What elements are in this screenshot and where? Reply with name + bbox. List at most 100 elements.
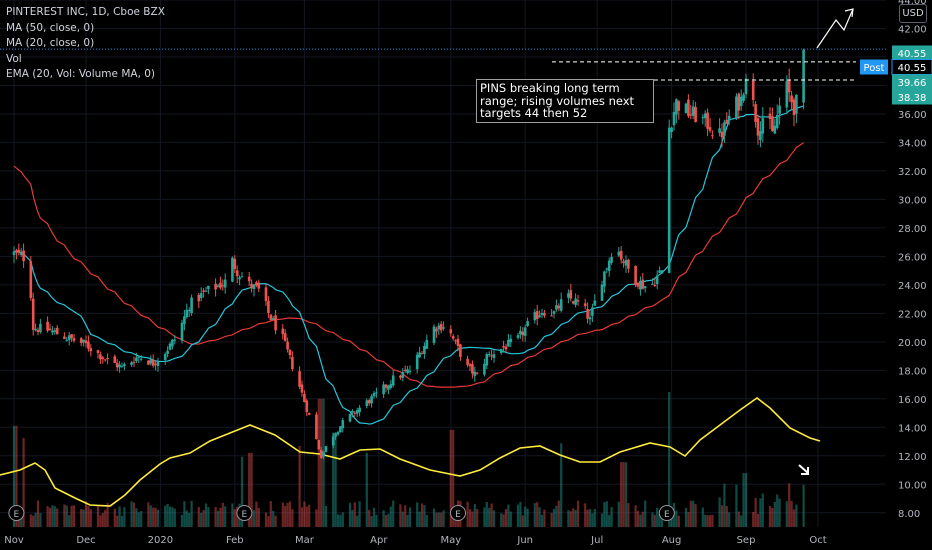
volume-bar [34, 512, 37, 527]
legend-title: PINTEREST INC, 1D, Cboe BZX [6, 6, 165, 18]
volume-bar [104, 510, 107, 527]
earnings-event-icon [658, 505, 675, 521]
candle-body [711, 135, 714, 137]
candle-body [423, 345, 426, 354]
candle-body [687, 99, 690, 116]
volume-bar [32, 515, 35, 527]
candle-body [569, 290, 573, 299]
candle-body [156, 361, 160, 367]
volume-bar [248, 452, 251, 527]
volume-bar [22, 437, 25, 527]
candle-body [672, 111, 676, 126]
volume-bar [281, 502, 284, 527]
volume-bar [677, 515, 680, 527]
candle-body [610, 256, 613, 263]
candle-body [82, 339, 85, 343]
volume-bar [303, 501, 306, 527]
volume-bar [384, 515, 388, 527]
annotation-text-box[interactable]: PINS breaking long term range; rising vo… [476, 79, 654, 123]
volume-bar [375, 514, 378, 527]
volume-bar [658, 513, 661, 527]
price-tick-label: 34.00 [898, 138, 927, 149]
candle-body [677, 101, 681, 111]
candle-body [34, 328, 37, 331]
volume-bar [274, 515, 277, 527]
time-tick-label: Jul [590, 535, 603, 546]
volume-bar [80, 509, 83, 527]
candle-body [425, 340, 429, 349]
candle-body [775, 115, 779, 128]
candle-body [391, 375, 395, 386]
price-tick-label: 12.00 [898, 452, 927, 463]
volume-bar [656, 507, 659, 527]
volume-bar [761, 493, 764, 527]
volume-bar [334, 432, 337, 527]
candle-body [281, 328, 285, 335]
candle-body [72, 338, 76, 341]
candle-body [523, 327, 527, 336]
candle-body [250, 283, 253, 289]
candle-body [180, 322, 184, 341]
volume-bar [372, 507, 376, 527]
volume-bar [46, 506, 49, 527]
volume-bar [96, 505, 100, 527]
volume-bar [332, 432, 335, 527]
candle-body [257, 282, 261, 289]
volume-bar [315, 509, 318, 527]
volume-bar [404, 505, 407, 527]
candle-body [238, 277, 241, 280]
volume-bar [684, 507, 688, 527]
price-tick-label: 24.00 [898, 281, 927, 292]
candle-body [300, 384, 304, 393]
volume-bar [368, 509, 371, 527]
volume-bar [437, 512, 440, 527]
candle-body [372, 393, 376, 397]
volume-bar [711, 514, 714, 527]
volume-bar [56, 508, 59, 527]
candle-body [619, 250, 623, 260]
volume-bar [336, 514, 340, 527]
volume-bar [790, 500, 793, 527]
candle-body [267, 300, 270, 314]
candle-body [154, 363, 157, 365]
candle-body [739, 96, 743, 107]
volume-bar [164, 505, 167, 527]
volume-bar [173, 508, 176, 527]
candle-body [768, 113, 772, 120]
volume-bar [341, 512, 344, 527]
volume-bar [418, 511, 421, 527]
candle-body [101, 357, 105, 359]
volume-bar [526, 508, 529, 527]
volume-bar [137, 512, 140, 527]
time-tick-label: May [440, 535, 461, 546]
currency-button[interactable]: USD [899, 4, 927, 23]
volume-bar [408, 507, 412, 527]
volume-bar [389, 506, 392, 527]
volume-bar [555, 505, 558, 527]
candle-body [550, 315, 553, 317]
volume-bar [132, 502, 136, 527]
down-arrow-shaft [798, 464, 809, 474]
time-tick-label: Nov [4, 535, 24, 546]
volume-bar [406, 514, 409, 527]
price-tag-label: 40.55 [898, 63, 927, 74]
candle-body [723, 122, 726, 136]
candle-body [70, 334, 73, 339]
candle-body [641, 279, 645, 289]
volume-bar [701, 507, 704, 527]
candle-body [216, 285, 220, 287]
volume-bar [72, 505, 76, 527]
candle-body [437, 325, 441, 330]
candle-body [468, 364, 472, 367]
candle-body [567, 293, 570, 298]
volume-bar [708, 515, 712, 527]
volume-bar [620, 462, 623, 527]
candle-body [120, 365, 124, 367]
candle-body [504, 346, 508, 350]
candle-body [187, 309, 191, 311]
candle-body [691, 106, 695, 116]
volume-bar [435, 512, 438, 527]
volume-bar [543, 509, 546, 527]
volume-bar [483, 507, 486, 527]
